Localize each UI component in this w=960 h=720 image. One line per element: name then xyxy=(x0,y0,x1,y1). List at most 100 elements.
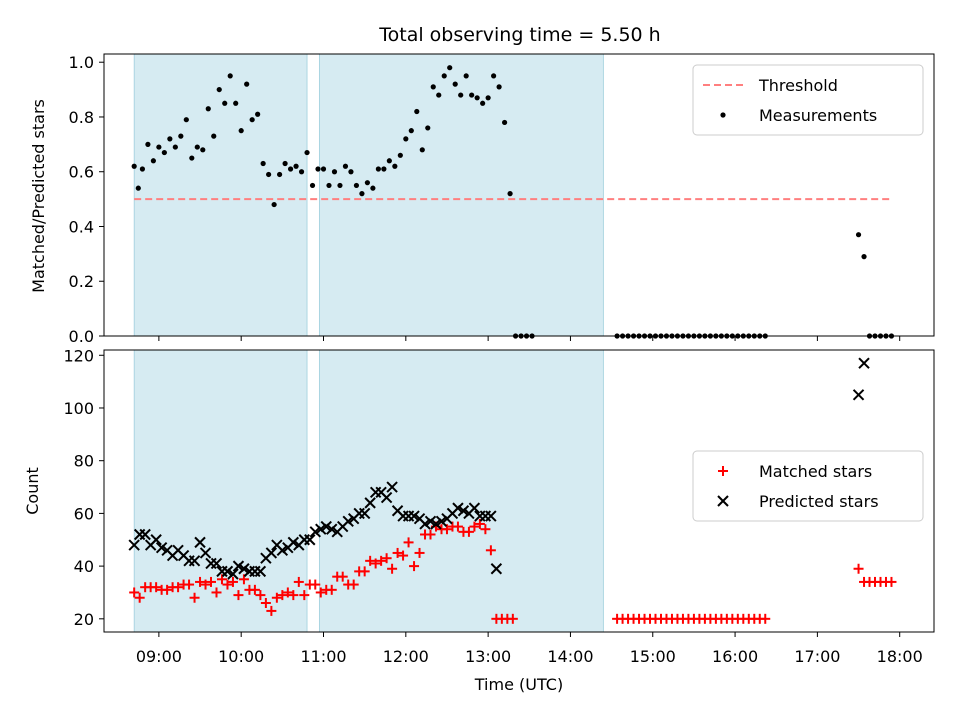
measurements-point xyxy=(480,100,486,106)
predicted-stars-point xyxy=(468,502,481,514)
measurements-point xyxy=(381,166,387,172)
matched-stars-point xyxy=(189,592,200,603)
predicted-stars-point xyxy=(210,557,223,570)
matched-stars-point xyxy=(480,524,491,535)
measurements-point xyxy=(375,166,381,172)
measurements-point xyxy=(161,149,167,156)
bottom-y-tick-label: 100 xyxy=(63,399,94,418)
measurements-point xyxy=(855,232,862,238)
measurements-point xyxy=(419,147,425,153)
predicted-stars-point xyxy=(364,497,376,509)
predicted-stars-point xyxy=(276,544,289,557)
measurements-point xyxy=(359,191,365,197)
predicted-stars-point xyxy=(380,491,393,504)
predicted-stars-point xyxy=(188,555,201,567)
predicted-stars-point xyxy=(424,515,437,528)
predicted-stars-point xyxy=(287,536,300,549)
measurements-point xyxy=(172,144,178,150)
matched-stars-point xyxy=(266,605,277,616)
matched-stars-point xyxy=(474,518,485,529)
measurements-point xyxy=(249,117,255,123)
predicted-stars-point xyxy=(852,389,865,401)
measurements-point xyxy=(463,73,469,79)
predicted-stars-point xyxy=(238,563,250,575)
matched-stars-point xyxy=(238,574,249,585)
measurements-point xyxy=(342,163,349,169)
x-tick-label: 16:00 xyxy=(712,647,758,666)
matched-stars-legend-marker xyxy=(718,466,728,476)
measurements-point xyxy=(238,128,244,134)
matched-stars-point xyxy=(337,571,348,582)
matched-stars-point xyxy=(469,521,480,532)
measurements-point xyxy=(496,84,502,90)
x-tick-label: 11:00 xyxy=(300,647,346,666)
matched-stars-point xyxy=(200,579,211,590)
measurements-point xyxy=(216,86,222,93)
measurements-point xyxy=(430,84,436,90)
matched-stars-point xyxy=(507,613,518,624)
measurements-point xyxy=(293,163,299,169)
x-tick-label: 14:00 xyxy=(547,647,593,666)
measurements-point xyxy=(414,108,420,115)
matched-stars-point xyxy=(760,613,771,624)
measurements-point xyxy=(131,163,137,169)
matched-stars-point xyxy=(310,579,321,590)
matched-stars-point xyxy=(299,590,310,601)
matched-stars-point xyxy=(129,587,140,598)
predicted-stars-point xyxy=(430,518,442,530)
measurements-point xyxy=(474,95,480,101)
matched-stars-point xyxy=(441,524,452,535)
matched-stars-point xyxy=(452,521,463,532)
x-tick-label: 13:00 xyxy=(465,647,511,666)
measurements-point xyxy=(326,182,332,189)
measurements-point xyxy=(277,171,283,178)
matched-stars-point xyxy=(348,579,359,590)
measurements-point xyxy=(304,149,310,156)
measurements-point xyxy=(255,111,261,117)
measurements-point xyxy=(861,254,867,260)
top-shaded-interval-2 xyxy=(318,53,604,337)
measurements-point xyxy=(233,100,239,106)
matched-stars-point xyxy=(853,563,864,574)
measurements-point xyxy=(211,133,217,139)
matched-stars-point xyxy=(376,555,387,566)
matched-stars-point xyxy=(260,598,271,609)
measurements-point xyxy=(298,169,305,175)
matched-stars-point xyxy=(216,574,227,585)
x-tick-label: 12:00 xyxy=(383,647,429,666)
matched-stars-point xyxy=(211,587,222,598)
matched-stars-point xyxy=(414,547,425,558)
matched-stars-point xyxy=(365,555,376,566)
matched-stars-point xyxy=(134,592,145,603)
bottom-shaded-interval-2 xyxy=(318,349,604,633)
predicted-stars-point xyxy=(858,357,870,369)
matched-stars-point xyxy=(282,587,293,598)
top-y-tick-label: 0.6 xyxy=(69,163,94,182)
measurements-point xyxy=(452,81,458,87)
predicted-stars-point xyxy=(457,505,470,517)
measurements-point xyxy=(150,158,156,164)
matched-stars-point xyxy=(370,558,381,569)
matched-stars-point xyxy=(315,587,326,598)
top-plot-frame xyxy=(103,53,935,337)
matched-stars-point xyxy=(162,584,173,595)
predicted-stars-point xyxy=(150,534,162,546)
bottom-y-tick-label: 80 xyxy=(74,452,94,471)
measurements-point xyxy=(447,65,453,71)
measurements-point xyxy=(139,166,146,172)
matched-stars-point xyxy=(403,537,414,548)
top-legend-box xyxy=(692,64,924,136)
top-shaded-intervals xyxy=(133,53,604,337)
top-shaded-interval-1 xyxy=(133,53,308,337)
matched-stars-point xyxy=(425,529,436,540)
measurements-point xyxy=(469,92,475,98)
measurements-point xyxy=(222,100,228,106)
chart-title: Total observing time = 5.50 h xyxy=(378,24,660,46)
matched-stars-point xyxy=(293,576,304,587)
matched-stars-point xyxy=(886,576,897,587)
bottom-y-axis: 20 40 60 80 100 120 xyxy=(63,346,104,629)
matched-stars-point xyxy=(271,592,282,603)
measurements-point xyxy=(436,92,442,98)
predicted-stars-point xyxy=(342,515,354,528)
